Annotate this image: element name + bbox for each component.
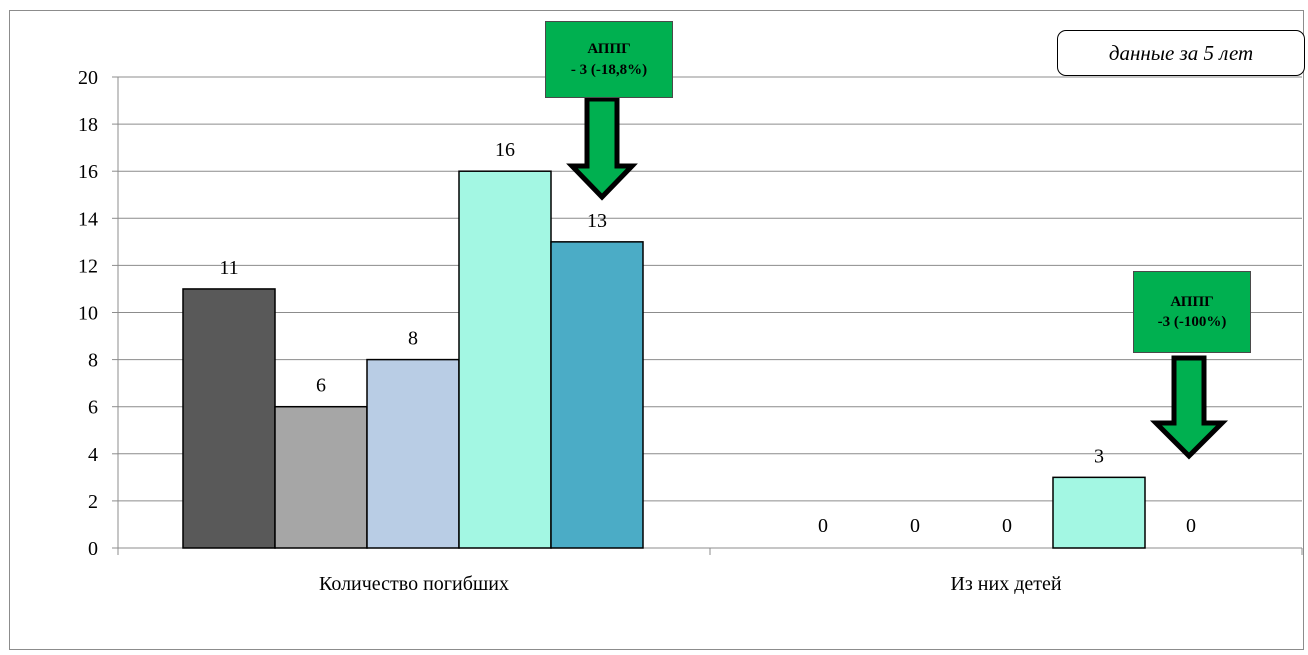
category-label: Из них детей — [950, 573, 1061, 595]
bar — [366, 358, 460, 549]
y-tick-label: 20 — [78, 67, 98, 89]
y-tick-label: 12 — [78, 255, 98, 277]
data-label: 0 — [818, 515, 828, 537]
category-label: Количество погибших — [319, 573, 509, 595]
data-label: 11 — [219, 257, 238, 279]
data-label: 13 — [587, 210, 607, 232]
y-tick-label: 2 — [88, 491, 98, 513]
chart-frame — [9, 10, 1304, 650]
y-tick-label: 10 — [78, 303, 98, 325]
y-tick-label: 8 — [88, 350, 98, 372]
data-label: 0 — [1002, 515, 1012, 537]
callout-total-value: - 3 (-18,8%) — [570, 61, 648, 78]
bar — [458, 170, 552, 549]
y-tick-label: 16 — [78, 161, 98, 183]
data-label: 0 — [1186, 515, 1196, 537]
data-label: 16 — [495, 139, 515, 161]
y-tick-label: 14 — [78, 208, 98, 230]
y-tick-label: 4 — [88, 444, 98, 466]
bar — [274, 405, 368, 549]
period-note: данные за 5 лет — [1057, 30, 1305, 76]
y-tick-label: 18 — [78, 114, 98, 136]
callout-children-title: АППГ — [1170, 293, 1214, 310]
y-tick-label: 6 — [88, 397, 98, 419]
callout-children-value: -3 (-100%) — [1157, 314, 1227, 330]
down-arrow-icon — [1149, 355, 1229, 460]
period-note-text: данные за 5 лет — [1108, 40, 1254, 65]
data-label: 6 — [316, 375, 326, 397]
data-label: 0 — [910, 515, 920, 537]
bar — [550, 241, 644, 549]
y-tick-label: 0 — [88, 538, 98, 560]
data-label: 8 — [408, 328, 418, 350]
down-arrow-icon — [566, 96, 638, 201]
callout-total-change: АППГ - 3 (-18,8%) — [545, 21, 673, 98]
callout-total-title: АППГ — [587, 41, 631, 58]
callout-children-change: АППГ -3 (-100%) — [1133, 271, 1251, 353]
bar — [1052, 476, 1146, 549]
data-label: 3 — [1094, 445, 1104, 467]
bar — [182, 288, 276, 549]
